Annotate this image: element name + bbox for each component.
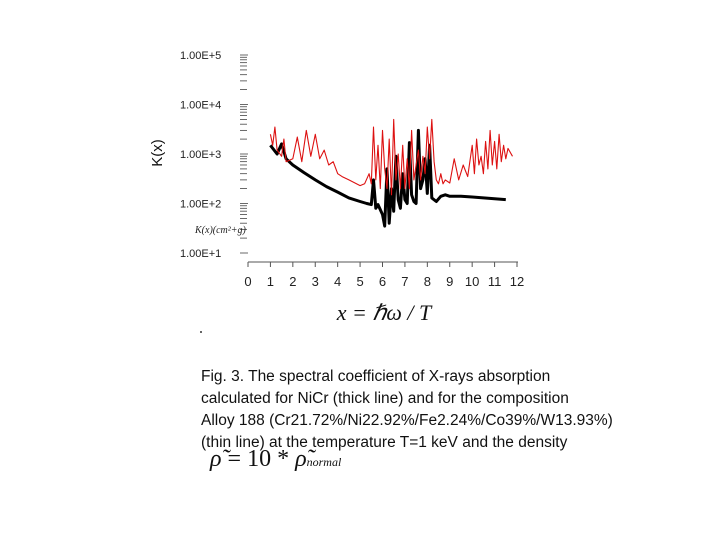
unit-label: K(x)(cm²+g) — [194, 225, 247, 236]
x-axis-label: x = ℏω / T — [336, 300, 433, 325]
series-layer — [269, 118, 513, 228]
caption-line: calculated for NiCr (thick line) and for… — [201, 390, 569, 407]
y-axis-label: K(x) — [149, 139, 166, 167]
x-tick-label: 1 — [267, 274, 274, 289]
stray-dot — [200, 331, 202, 333]
x-tick-label: 3 — [312, 274, 319, 289]
y-tick-label: 1.00E+1 — [180, 248, 221, 260]
y-tick-labels: 1.00E+1 1.00E+2 1.00E+3 1.00E+4 1.00E+5 — [180, 50, 221, 260]
caption-line: (thin line) at the temperature T=1 keV a… — [201, 434, 568, 451]
formula-rhs: ρ̃ — [295, 446, 307, 472]
formula-subscript: normal — [306, 455, 342, 469]
x-tick-label: 10 — [465, 274, 479, 289]
x-tick-label: 9 — [446, 274, 453, 289]
x-tick-label: 5 — [356, 274, 363, 289]
x-tick-marks — [247, 262, 518, 267]
formula-middle: = 10 * — [221, 446, 296, 472]
x-tick-label: 4 — [334, 274, 341, 289]
x-tick-label: 0 — [244, 274, 251, 289]
series-line-thin — [269, 118, 513, 196]
figure-caption: Fig. 3. The spectral coefficient of X-ra… — [201, 366, 661, 454]
series-line-thick — [269, 128, 506, 228]
density-formula: ρ̃ = 10 * ρ̃normal — [210, 446, 341, 473]
y-tick-label: 1.00E+2 — [180, 199, 221, 211]
x-tick-labels: 0 1 2 3 4 5 6 7 8 9 10 11 12 — [244, 274, 524, 289]
y-tick-label: 1.00E+3 — [180, 149, 221, 161]
x-tick-label: 2 — [289, 274, 296, 289]
x-tick-label: 7 — [401, 274, 408, 289]
caption-line: Alloy 188 (Cr21.72%/Ni22.92%/Fe2.24%/Co3… — [201, 412, 613, 429]
x-tick-label: 12 — [510, 274, 524, 289]
x-tick-label: 8 — [424, 274, 431, 289]
x-tick-label: 6 — [379, 274, 386, 289]
y-tick-label: 1.00E+5 — [180, 50, 221, 62]
y-tick-label: 1.00E+4 — [180, 100, 221, 112]
x-tick-label: 11 — [488, 274, 502, 289]
caption-line: Fig. 3. The spectral coefficient of X-ra… — [201, 368, 551, 385]
y-minor-ticks — [240, 54, 248, 254]
formula-lhs: ρ̃ — [210, 446, 222, 472]
